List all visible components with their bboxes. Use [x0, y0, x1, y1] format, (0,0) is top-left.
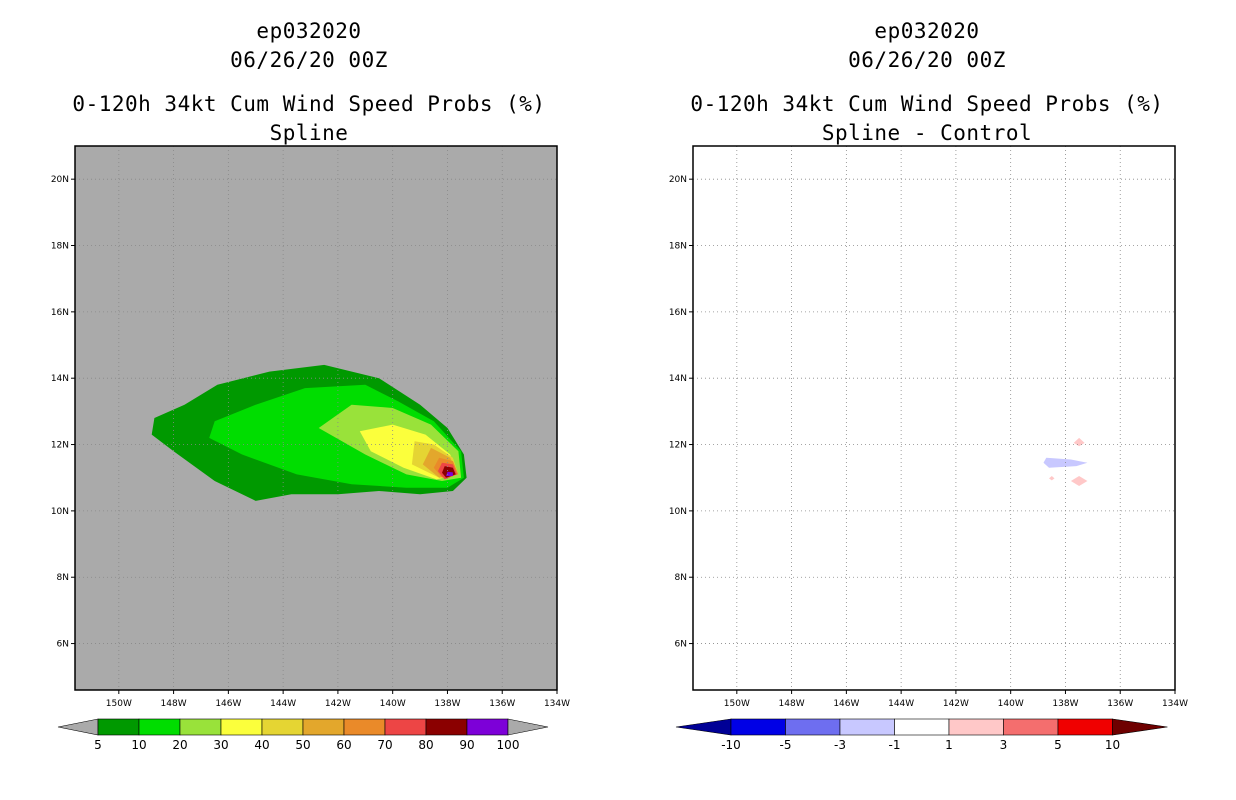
x-tick-label: 150W	[106, 699, 132, 709]
x-tick-label: 144W	[888, 699, 914, 709]
x-tick-label: 140W	[998, 699, 1024, 709]
x-tick-label: 134W	[544, 699, 570, 709]
colorbar-segment	[179, 718, 222, 736]
colorbar-under-triangle	[57, 718, 99, 736]
colorbar-under-triangle	[675, 718, 732, 736]
plot-frame	[74, 145, 558, 691]
colorbar-segment	[785, 718, 841, 736]
y-tick-label: 20N	[51, 175, 69, 185]
colorbar-segment	[220, 718, 263, 736]
y-tick-label: 8N	[57, 573, 69, 583]
colorbar-label: 5	[1054, 738, 1062, 752]
y-tick-label: 18N	[669, 242, 687, 252]
colorbar-label: 60	[336, 738, 351, 752]
chart-subtitle: Spline - Control	[821, 121, 1033, 145]
colorbar-label: 1	[945, 738, 953, 752]
x-tick-label: 144W	[270, 699, 296, 709]
colorbar-segment	[343, 718, 386, 736]
y-tick-label: 10N	[669, 507, 687, 517]
colorbar-label: -5	[780, 738, 792, 752]
colorbar: 5 10 20 30 40 50 60 70 80 90 100	[57, 718, 549, 752]
x-tick-label: 148W	[779, 699, 805, 709]
x-tick-label: 150W	[724, 699, 750, 709]
x-tick-label: 138W	[1052, 699, 1078, 709]
colorbar-label: 90	[459, 738, 474, 752]
colorbar-label: 3	[1000, 738, 1008, 752]
colorbar-label: 80	[418, 738, 433, 752]
difference-map: 150W 148W 146W 144W 142W 140W 138W 136W 134W 6N 8N…	[669, 145, 1188, 752]
y-tick-label: 12N	[669, 441, 687, 451]
chart-subtitle: Spline	[269, 121, 349, 145]
colorbar-segment	[425, 718, 468, 736]
contour-3	[1073, 437, 1085, 447]
colorbar-label: 30	[213, 738, 228, 752]
y-tick-label: 16N	[669, 308, 687, 318]
colorbar-label: 50	[295, 738, 310, 752]
x-tick-label: 136W	[489, 699, 515, 709]
colorbar: -10 -5 -3 -1 1 3 5 10	[675, 718, 1168, 752]
y-tick-label: 18N	[51, 242, 69, 252]
colorbar-segment	[302, 718, 345, 736]
colorbar-label: -1	[889, 738, 901, 752]
colorbar-segment	[97, 718, 140, 736]
x-tick-label: 142W	[943, 699, 969, 709]
colorbar-label: 10	[1105, 738, 1120, 752]
y-tick-label: 10N	[51, 507, 69, 517]
colorbar-label: 100	[497, 738, 520, 752]
colorbar-segment	[138, 718, 181, 736]
x-tick-label: 134W	[1162, 699, 1188, 709]
colorbar-label: 20	[172, 738, 187, 752]
colorbar-segment	[948, 718, 1004, 736]
colorbar-over-triangle	[1112, 718, 1168, 736]
colorbar-label: -3	[834, 738, 846, 752]
storm-id: ep032020	[256, 19, 362, 43]
colorbar-segment	[466, 718, 509, 736]
y-tick-label: 20N	[669, 175, 687, 185]
colorbar-label: 40	[254, 738, 269, 752]
colorbar-label: 5	[94, 738, 102, 752]
colorbar-label: 70	[377, 738, 392, 752]
colorbar-segment	[1057, 718, 1113, 736]
y-tick-label: 16N	[51, 308, 69, 318]
y-tick-label: 6N	[57, 640, 69, 650]
colorbar-label: -10	[721, 738, 741, 752]
chart-title: 0-120h 34kt Cum Wind Speed Probs (%)	[690, 92, 1164, 116]
colorbar-over-triangle	[507, 718, 549, 736]
chart-title: 0-120h 34kt Cum Wind Speed Probs (%)	[72, 92, 546, 116]
colorbar-segment	[839, 718, 895, 736]
left-panel: ep032020 06/26/20 00Z 0-120h 34kt Cum Wi…	[72, 19, 546, 145]
right-panel: ep032020 06/26/20 00Z 0-120h 34kt Cum Wi…	[618, 0, 1236, 800]
x-tick-label: 146W	[215, 699, 241, 709]
colorbar-segment	[1003, 718, 1059, 736]
datetime: 06/26/20 00Z	[230, 48, 388, 72]
colorbar-segment	[730, 718, 786, 736]
y-tick-label: 14N	[51, 374, 69, 384]
y-tick-label: 8N	[675, 573, 687, 583]
y-tick-label: 14N	[669, 374, 687, 384]
y-tick-label: 12N	[51, 441, 69, 451]
plot-background	[693, 146, 1175, 690]
contour-3	[1070, 476, 1088, 486]
x-tick-label: 142W	[325, 699, 351, 709]
y-tick-label: 6N	[675, 640, 687, 650]
colorbar-label: 10	[131, 738, 146, 752]
contour-3	[1049, 476, 1055, 481]
x-tick-label: 146W	[833, 699, 859, 709]
x-tick-label: 138W	[434, 699, 460, 709]
x-tick-label: 140W	[380, 699, 406, 709]
storm-id: ep032020	[874, 19, 980, 43]
colorbar-segment	[384, 718, 427, 736]
x-tick-label: 148W	[161, 699, 187, 709]
colorbar-segment	[894, 718, 950, 736]
datetime: 06/26/20 00Z	[848, 48, 1006, 72]
colorbar-segment	[261, 718, 304, 736]
plot-frame	[692, 145, 1176, 691]
x-tick-label: 136W	[1107, 699, 1133, 709]
spline-map: 150W 148W 146W 144W 142W 140W 138W 136W 134W 6N 8N…	[51, 145, 570, 752]
